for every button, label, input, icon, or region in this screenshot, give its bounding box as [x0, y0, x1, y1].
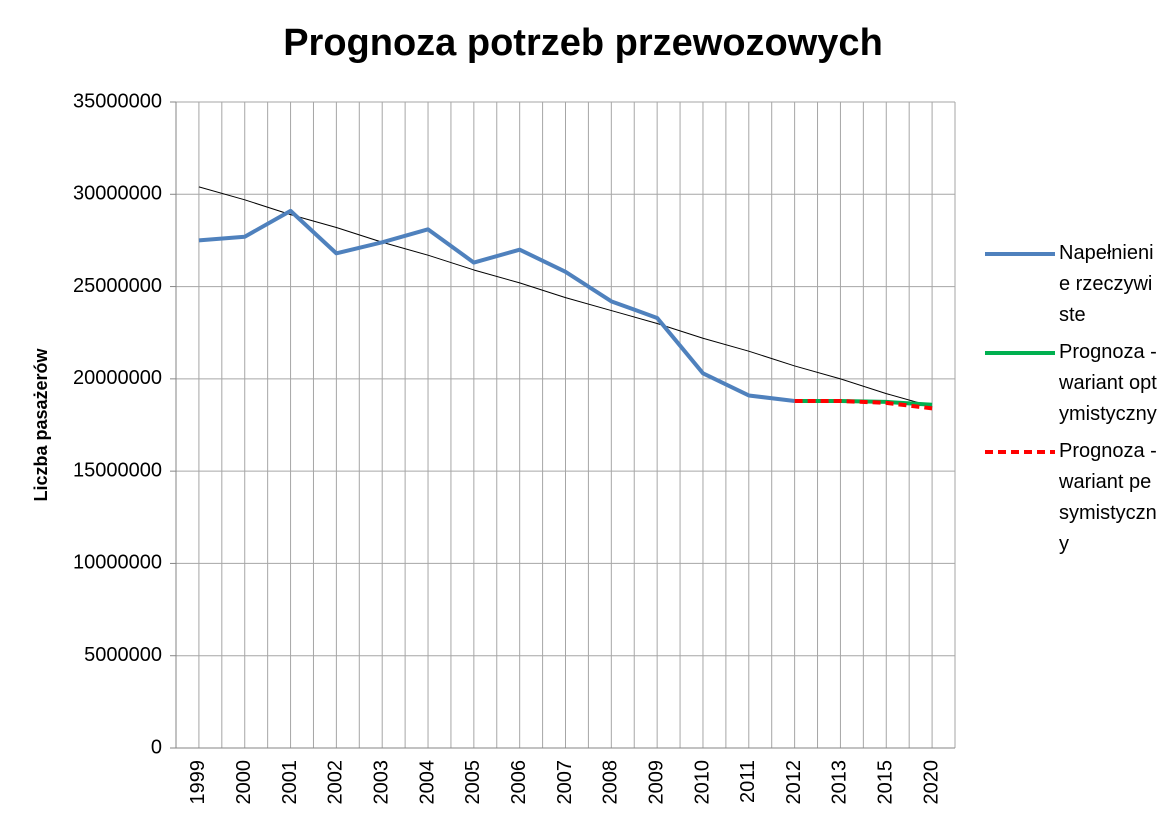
x-tick-label: 2010 [691, 760, 713, 805]
x-tick-label: 2011 [737, 760, 759, 803]
y-axis-label: Liczba pasażerów [31, 347, 51, 501]
y-tick-label: 0 [151, 736, 162, 758]
x-tick-label: 2000 [233, 760, 255, 805]
y-tick-label: 30000000 [73, 183, 162, 205]
x-tick-label: 1999 [187, 760, 209, 805]
series-line [198, 208, 795, 403]
x-tick-label: 2006 [508, 760, 530, 805]
x-tick-label: 2013 [829, 760, 851, 805]
legend-label: Prognoza - wariant optymistyczny [1059, 341, 1157, 425]
legend-swatch [985, 351, 1055, 355]
y-tick-label: 5000000 [84, 644, 162, 666]
chart-title: Prognoza potrzeb przewozowych [283, 22, 883, 64]
legend-swatch [985, 450, 1055, 454]
series-line [198, 186, 933, 408]
x-tick-label: 2008 [600, 760, 622, 805]
x-tick-label: 2009 [645, 760, 667, 805]
y-tick-label: 15000000 [73, 459, 162, 481]
x-tick-label: 2002 [325, 760, 347, 805]
x-tick-label: 2020 [920, 760, 942, 805]
legend-entry: Prognoza - wariant pesymistyczny [983, 436, 1169, 560]
legend-swatch [985, 252, 1055, 256]
legend-entry: Napełnienie rzeczywiste [983, 238, 1169, 331]
y-tick-label: 10000000 [73, 552, 162, 574]
x-tick-label: 2004 [416, 760, 438, 805]
series-line [794, 399, 933, 411]
y-tick-label: 20000000 [73, 367, 162, 389]
legend-label: Napełnienie rzeczywiste [1059, 242, 1154, 326]
legend-entry: Prognoza - wariant optymistyczny [983, 337, 1169, 430]
legend: Napełnienie rzeczywiste Prognoza - warian… [983, 238, 1169, 566]
x-tick-label: 2001 [279, 760, 301, 805]
x-tick-label: 2012 [783, 760, 805, 805]
legend-label: Prognoza - wariant pesymistyczny [1059, 440, 1157, 555]
y-tick-label: 35000000 [73, 90, 162, 112]
x-tick-label: 2007 [554, 760, 576, 805]
y-tick-label: 25000000 [73, 275, 162, 297]
x-tick-label: 2003 [370, 760, 392, 805]
x-tick-label: 2005 [462, 760, 484, 805]
x-tick-label: 2015 [875, 760, 897, 805]
